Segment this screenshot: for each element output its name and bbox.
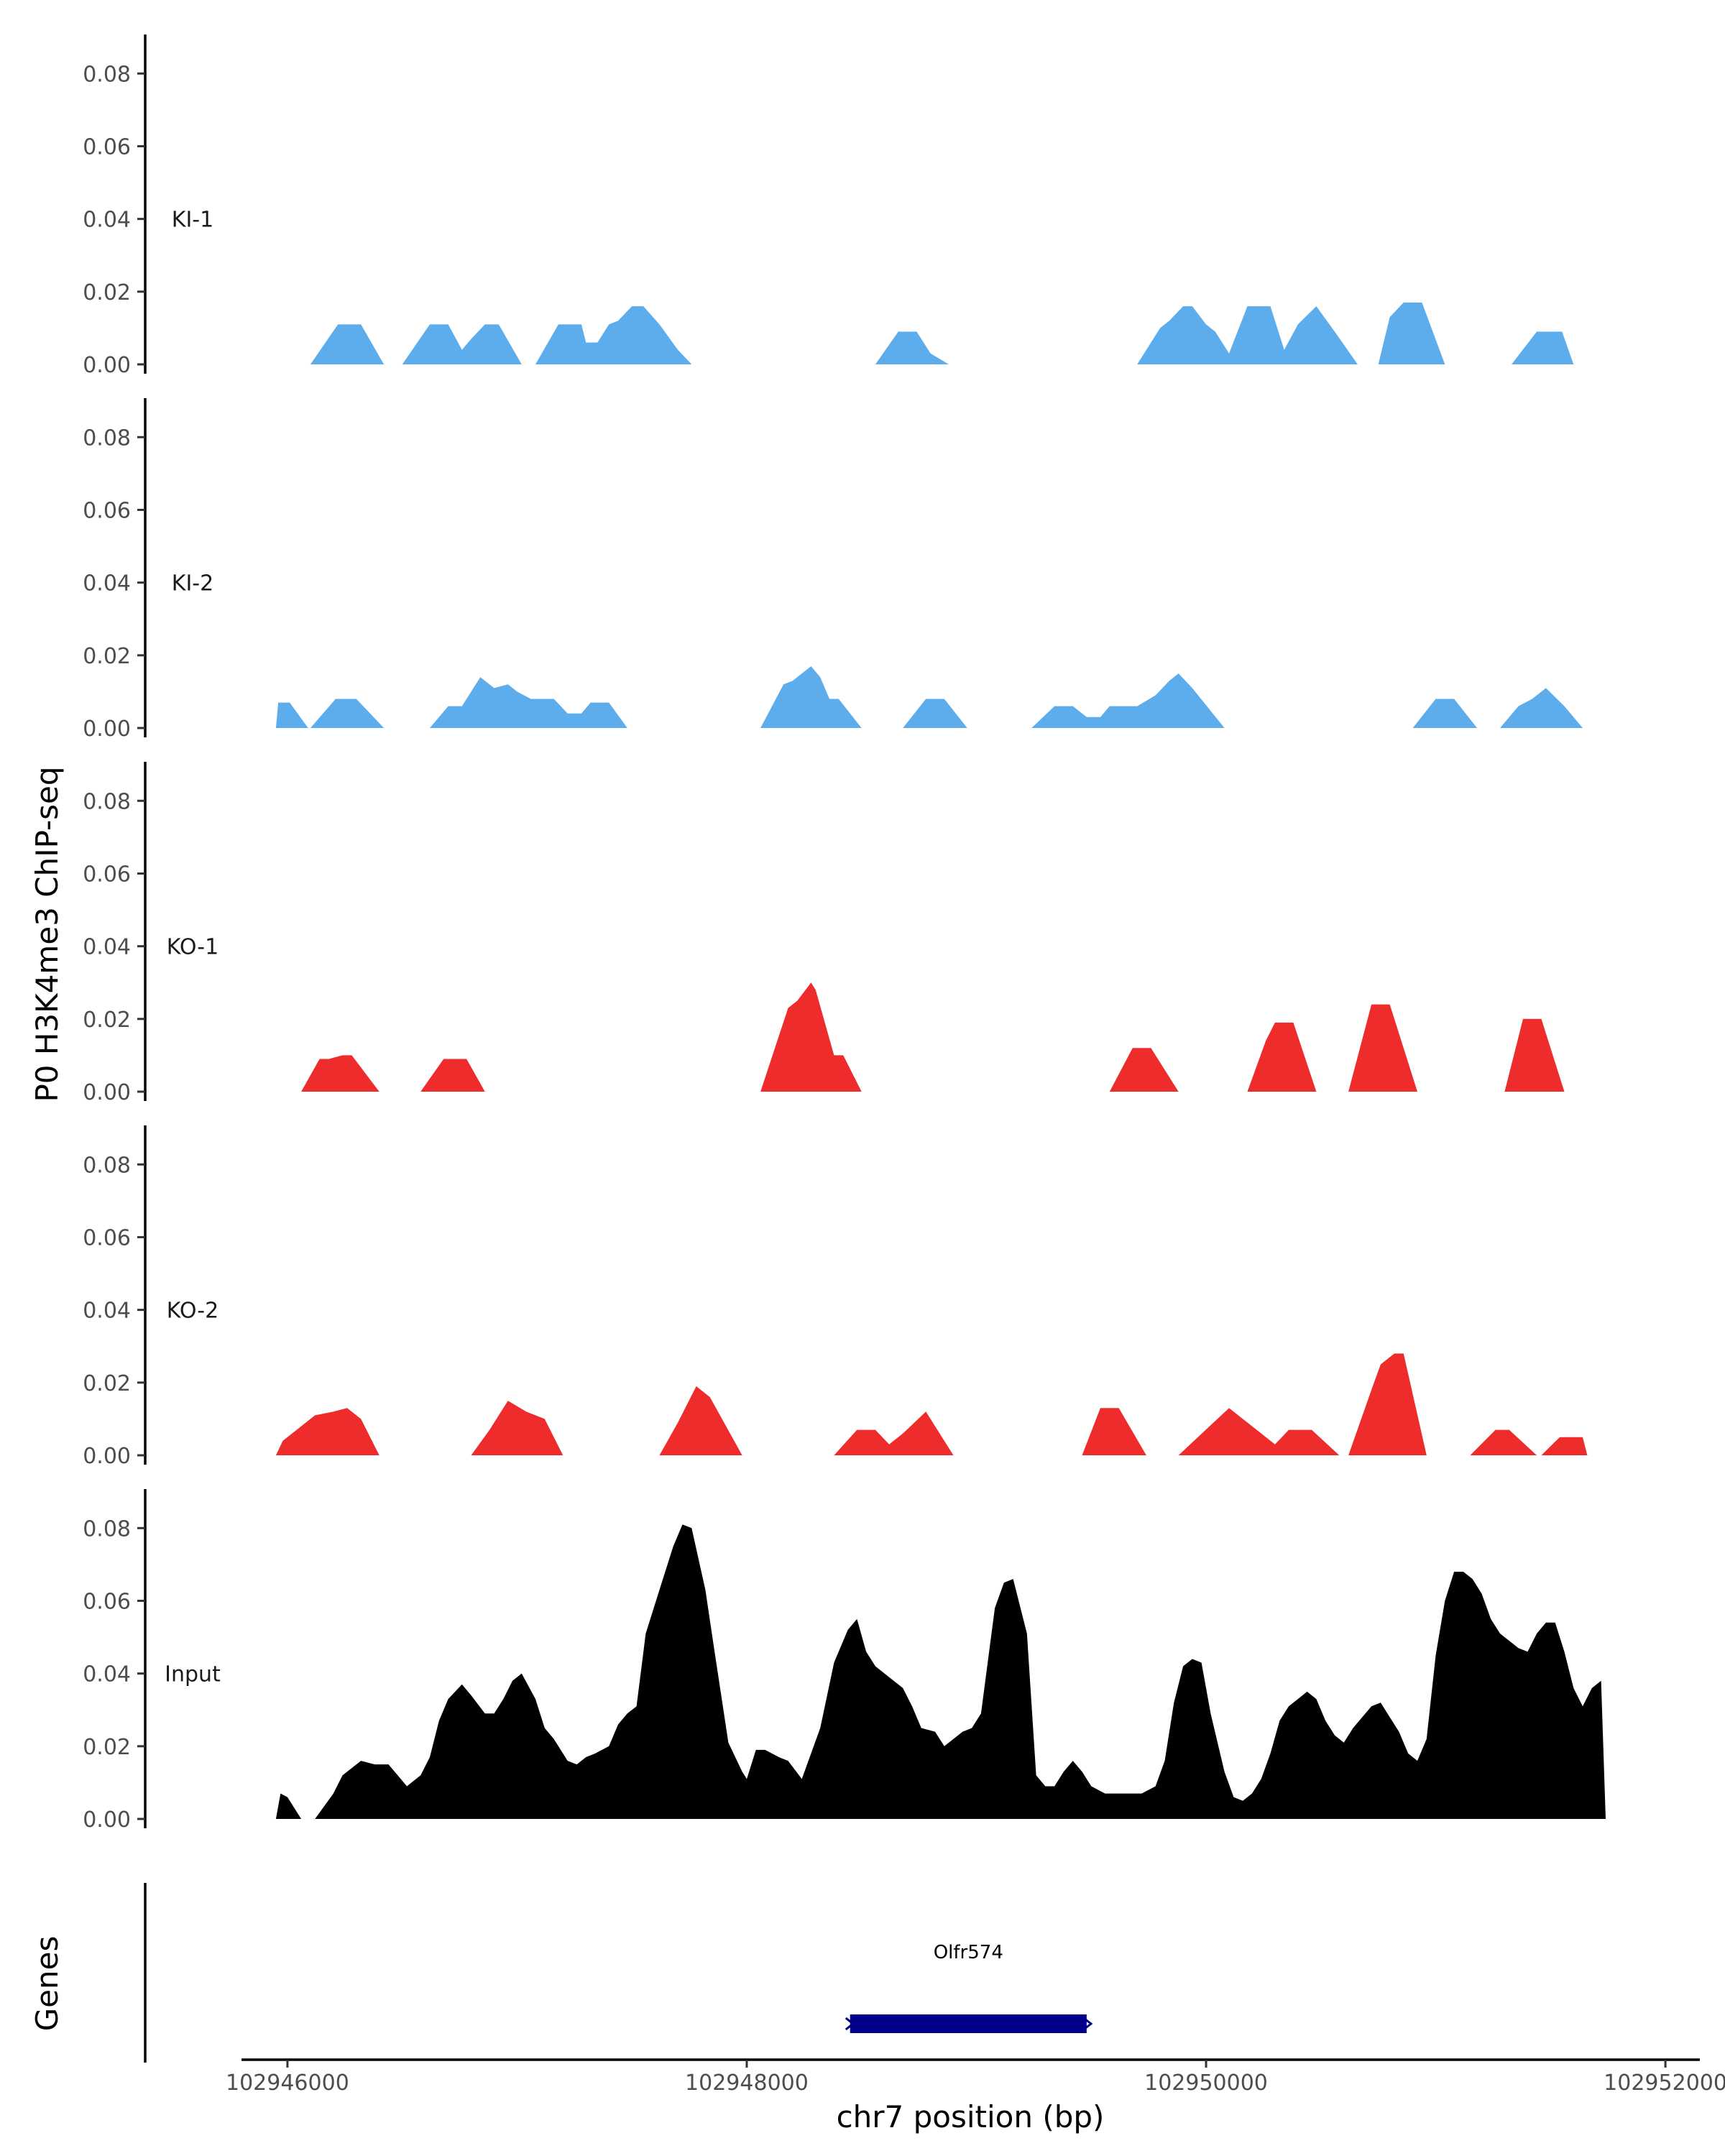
signal-area xyxy=(1504,1018,1565,1092)
signal-area xyxy=(1137,306,1358,364)
signal-area xyxy=(1082,1408,1146,1455)
track-label: KI-2 xyxy=(172,571,213,596)
signal-area xyxy=(1109,1048,1179,1092)
signal-area xyxy=(1348,1004,1417,1092)
y-tick-label: 0.08 xyxy=(83,789,131,814)
y-tick-label: 0.06 xyxy=(83,498,131,523)
x-tick-label: 102948000 xyxy=(685,2070,809,2096)
x-tick-label: 102946000 xyxy=(226,2070,349,2096)
gene-body xyxy=(850,2014,1087,2033)
signal-area xyxy=(275,1793,302,1819)
signal-area xyxy=(1178,1408,1340,1455)
x-axis: 102946000 102948000 102950000 102952000 xyxy=(226,2058,1725,2096)
track-label: KO-2 xyxy=(167,1299,218,1324)
signal-area xyxy=(315,1524,1606,1819)
signal-area xyxy=(875,331,949,364)
track-panel-ko-1: 0.00 0.02 0.04 0.06 0.08 KO-1 xyxy=(83,762,1565,1105)
signal-area xyxy=(1412,699,1478,728)
signal-area xyxy=(471,1401,564,1455)
x-axis-title: chr7 position (bp) xyxy=(837,2099,1105,2134)
track-label: KO-1 xyxy=(167,935,218,960)
signal-tracks: 0.00 0.02 0.04 0.06 0.08 KI-1 0.00 0.02 0.04 0.06… xyxy=(83,34,1606,1833)
signal-area xyxy=(310,699,385,728)
track-panel-ki-2: 0.00 0.02 0.04 0.06 0.08 KI-2 xyxy=(83,398,1583,742)
signal-area xyxy=(402,324,522,364)
x-tick-label: 102950000 xyxy=(1144,2070,1268,2096)
signal-area xyxy=(903,699,967,728)
track-panel-input: 0.00 0.02 0.04 0.06 0.08 Input xyxy=(83,1489,1606,1833)
y-tick-label: 0.08 xyxy=(83,425,131,451)
y-tick-label: 0.06 xyxy=(83,1589,131,1614)
y-tick-label: 0.06 xyxy=(83,1225,131,1250)
gene-olfr574: Olfr574 xyxy=(845,1942,1093,2033)
signal-area xyxy=(420,1059,485,1092)
signal-area xyxy=(535,306,692,364)
y-tick-label: 0.04 xyxy=(83,1299,131,1324)
y-tick-label: 0.00 xyxy=(83,1444,131,1469)
signal-area xyxy=(1031,673,1225,728)
signal-area xyxy=(1348,1353,1427,1455)
track-panel-ki-1: 0.00 0.02 0.04 0.06 0.08 KI-1 xyxy=(83,34,1574,378)
y-tick-label: 0.04 xyxy=(83,208,131,233)
y-tick-label: 0.00 xyxy=(83,717,131,742)
signal-area xyxy=(275,702,308,728)
y-tick-label: 0.00 xyxy=(83,1080,131,1105)
y-tick-label: 0.02 xyxy=(83,1371,131,1396)
signal-area xyxy=(760,982,862,1092)
strand-arrow-icon xyxy=(845,2017,855,2031)
gene-label: Olfr574 xyxy=(934,1942,1003,1963)
y-tick-label: 0.02 xyxy=(83,1008,131,1033)
signal-area xyxy=(430,677,627,728)
track-panel-ko-2: 0.00 0.02 0.04 0.06 0.08 KO-2 xyxy=(83,1125,1588,1469)
y-tick-label: 0.04 xyxy=(83,1662,131,1687)
signal-area xyxy=(760,666,862,728)
signal-area xyxy=(301,1055,380,1092)
strand-arrow-icon xyxy=(1082,2017,1093,2031)
track-label: KI-1 xyxy=(172,208,213,233)
y-tick-label: 0.02 xyxy=(83,280,131,305)
y-tick-label: 0.08 xyxy=(83,62,131,87)
genes-panel-title: Genes xyxy=(29,1936,65,2032)
signal-area xyxy=(1500,688,1583,728)
y-axis-title: P0 H3K4me3 ChIP-seq xyxy=(29,766,65,1102)
signal-area xyxy=(834,1411,954,1455)
y-tick-label: 0.02 xyxy=(83,644,131,669)
y-tick-label: 0.00 xyxy=(83,353,131,378)
y-tick-label: 0.04 xyxy=(83,935,131,960)
x-tick-label: 102952000 xyxy=(1604,2070,1725,2096)
signal-area xyxy=(1512,331,1574,364)
signal-area xyxy=(1378,303,1445,364)
track-label: Input xyxy=(165,1662,221,1687)
y-tick-label: 0.02 xyxy=(83,1735,131,1760)
signal-area xyxy=(310,324,385,364)
y-tick-label: 0.06 xyxy=(83,134,131,160)
signal-area xyxy=(275,1408,380,1455)
y-tick-label: 0.00 xyxy=(83,1807,131,1833)
signal-area xyxy=(1247,1022,1317,1092)
signal-area xyxy=(659,1386,742,1455)
signal-area xyxy=(1541,1437,1588,1455)
y-tick-label: 0.04 xyxy=(83,571,131,596)
y-tick-label: 0.06 xyxy=(83,862,131,887)
y-tick-label: 0.08 xyxy=(83,1516,131,1542)
y-tick-label: 0.08 xyxy=(83,1153,131,1178)
signal-area xyxy=(1470,1429,1537,1455)
gene-annotation-panel: Olfr574 xyxy=(144,1883,1093,2063)
